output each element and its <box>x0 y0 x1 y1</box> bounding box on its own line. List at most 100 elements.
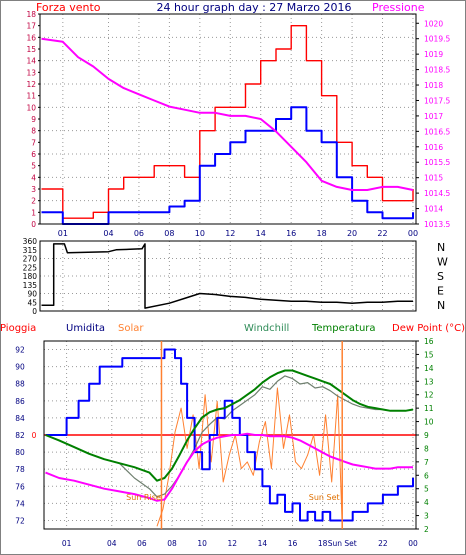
temperature-tick-label: 5 <box>424 485 429 494</box>
temperature-tick-label: 8 <box>424 444 429 453</box>
solarline <box>156 387 343 527</box>
wind-time-tick-label: 16 <box>286 229 296 238</box>
humidity-tick-label: 76 <box>15 482 25 491</box>
temperature-tick-label: 13 <box>424 377 434 386</box>
compass-label: E <box>437 285 444 298</box>
wind-speed-tick-label: 4 <box>31 173 36 182</box>
legend: Pioggia Umidita Solar Windchill Temperatura D… <box>0 323 465 334</box>
temperature-tick-label: 6 <box>424 471 429 480</box>
temperature-ticks: 2 3 4 5 6 7 8 9 10 11 12 13 14 15 16 <box>416 337 434 534</box>
temperature-tick-label: 10 <box>424 418 434 427</box>
wind-speed-tick-label: 13 <box>26 68 36 77</box>
humidity-tick-label: 80 <box>15 448 25 457</box>
wind-speed-tick-label: 11 <box>26 92 36 101</box>
legend-entry: Windchill <box>244 323 289 334</box>
dew-point-c-line <box>45 432 413 502</box>
pressure-ticks: 1013.5 1014 1014.5 1015 1015.5 1016 1016.5 1017… <box>416 19 450 229</box>
pressure-tick-label: 1020 <box>424 19 443 28</box>
temperature-tick-label: 3 <box>424 512 429 521</box>
direction-tick-label: 180 <box>23 272 38 281</box>
temperature-tick-label: 9 <box>424 431 429 440</box>
humidity-tick-label: 82 <box>15 431 25 440</box>
gust-line <box>41 25 414 219</box>
temperaturaline <box>45 369 414 482</box>
wind-time-tick-label: 08 <box>164 229 174 238</box>
sun-annotations: Sun Rise Sun Set <box>126 341 343 529</box>
compass-label: N <box>437 241 445 254</box>
pressure-tick-label: 1013.5 <box>424 220 450 229</box>
temperature-tick-label: 11 <box>424 404 434 413</box>
compass-label: W <box>437 256 448 269</box>
humidity-tick-label: 88 <box>15 380 25 389</box>
compass-label: S <box>437 270 444 283</box>
wind-time-tick-label: 14 <box>256 229 266 238</box>
temperature-tick-label: 7 <box>424 458 429 467</box>
pressure-tick-label: 1016 <box>424 143 443 152</box>
humidity-time-tick-label: 12 <box>227 539 237 548</box>
pressure-tick-label: 1014.5 <box>424 189 450 198</box>
wind-time-tick-label: 18 <box>317 229 327 238</box>
direction-tick-label: 45 <box>27 298 37 307</box>
sun-annotation: Sun Set <box>309 493 340 502</box>
pressure-tick-label: 1017 <box>424 112 443 121</box>
wind-speed-tick-label: 5 <box>31 162 36 171</box>
pressure-axis-title: Pressione <box>372 1 425 14</box>
humidity-time-tick-label: 04 <box>107 539 117 548</box>
temperature-tick-label: 12 <box>424 391 434 400</box>
wind-speed-tick-label: 7 <box>31 138 36 147</box>
pressure-tick-label: 1015 <box>424 174 443 183</box>
wind-speed-tick-label: 0 <box>31 220 36 229</box>
temperature-tick-label: 2 <box>424 525 429 534</box>
legend-entry: Dew Point (°C) <box>392 323 465 334</box>
sun-annotation: Sun Rise <box>126 493 161 502</box>
speed-line <box>41 106 414 225</box>
humidity-tick-label: 72 <box>15 516 25 525</box>
wind-speed-tick-label: 1 <box>31 208 36 217</box>
humidity-time-tick-label: 22 <box>378 539 388 548</box>
humidity-time-tick-label: 10 <box>197 539 207 548</box>
temperature-tick-label: 14 <box>424 364 434 373</box>
legend-entry: Temperatura <box>311 323 376 334</box>
windchillline <box>45 375 414 498</box>
temperature-tick-label: 15 <box>424 350 434 359</box>
humidity-time-tick-label: 01 <box>62 539 72 548</box>
humidity-tick-label: 84 <box>15 414 25 423</box>
direction-tick-label: 360 <box>23 237 38 246</box>
humidity-tick-label: 90 <box>15 363 25 372</box>
humidity-time-tick-label: 18 <box>318 539 328 548</box>
direction-tick-label: 135 <box>23 281 38 290</box>
humidity-tick-label: 74 <box>15 499 25 508</box>
wind-speed-tick-label: 10 <box>26 103 36 112</box>
wind-speed-axis-title: Forza vento <box>36 1 101 14</box>
pressure-tick-label: 1016.5 <box>424 127 450 136</box>
direction-tick-label: 315 <box>23 246 38 255</box>
humidity-ticks: 72 74 76 78 80 82 84 86 88 90 92 0 <box>15 346 36 526</box>
humidity-tick-label: 86 <box>15 397 25 406</box>
humidity-time-tick-label: 00 <box>408 539 418 548</box>
umiditaline <box>45 348 414 522</box>
pressure-tick-label: 1014 <box>424 205 443 214</box>
compass-label: N <box>437 299 445 312</box>
pressure-tick-label: 1019 <box>424 50 443 59</box>
pressure-tick-label: 1018 <box>424 81 443 90</box>
humidity-time-tick-label: 16 <box>288 539 298 548</box>
graph-title: 24 hour graph day : 27 Marzo 2016 <box>156 1 351 14</box>
pressure-tick-label: 1019.5 <box>424 35 450 44</box>
direction-tick-label: 0 <box>32 307 37 316</box>
wind-direction-line <box>41 243 413 309</box>
wind-speed-tick-label: 17 <box>26 22 36 31</box>
wind-speed-tick-label: 15 <box>26 45 36 54</box>
humidity-time-tick-label: 06 <box>137 539 147 548</box>
wind-time-tick-label: 12 <box>225 229 235 238</box>
wind-speed-tick-label: 16 <box>26 33 36 42</box>
wind-time-tick-label: 10 <box>195 229 205 238</box>
pressure-tick-label: 1017.5 <box>424 96 450 105</box>
humidity-time-tick-label: 14 <box>258 539 268 548</box>
humidity-temperature-series <box>44 348 416 527</box>
temperature-tick-label: 16 <box>424 337 434 346</box>
wind-time-tick-label: 22 <box>377 229 387 238</box>
wind-speed-tick-label: 18 <box>26 10 36 19</box>
